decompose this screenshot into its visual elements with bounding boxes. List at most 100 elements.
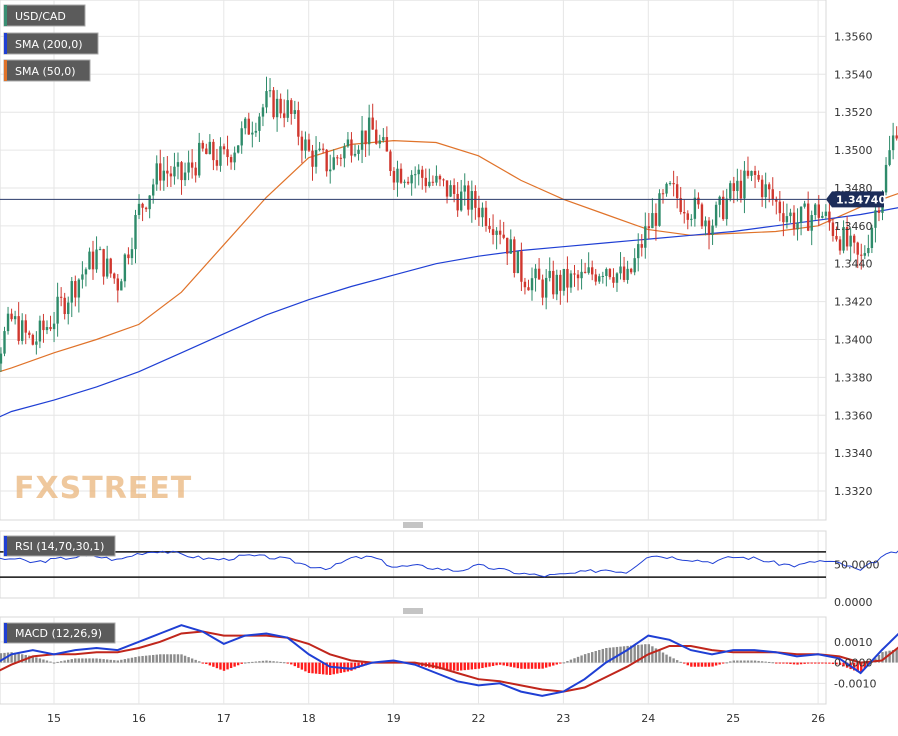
macd-histogram-bar — [229, 662, 233, 669]
candle-body — [382, 137, 385, 141]
macd-histogram-bar — [6, 652, 10, 663]
candle-body — [693, 197, 697, 219]
macd-histogram-bar — [799, 662, 803, 665]
macd-layer — [0, 624, 898, 697]
resize-handle-rsi[interactable] — [403, 522, 423, 528]
x-tick-label: 24 — [641, 712, 655, 725]
macd-histogram-bar — [151, 654, 155, 663]
macd-histogram-bar — [180, 654, 183, 663]
macd-histogram-bar — [792, 662, 796, 665]
candle-body — [806, 203, 810, 231]
macd-histogram-bar — [148, 655, 151, 663]
macd-histogram-bar — [98, 658, 102, 663]
macd-histogram-bar — [21, 654, 24, 663]
legend-usdcad-accent — [4, 5, 7, 26]
y-tick-label: 1.3420 — [834, 296, 873, 309]
candle-body — [21, 320, 24, 341]
price-panel — [0, 0, 827, 521]
candle-body — [637, 244, 640, 259]
candle-body — [176, 162, 180, 167]
candle-body — [484, 207, 488, 226]
candle-body — [208, 141, 212, 155]
candle-body — [520, 251, 523, 282]
macd-histogram-bar — [176, 654, 180, 663]
candle-body — [651, 213, 654, 229]
macd-histogram-bar — [56, 661, 59, 663]
macd-histogram-bar — [817, 662, 820, 664]
macd-histogram-bar — [796, 662, 799, 665]
macd-histogram-bar — [587, 653, 590, 663]
macd-histogram-bar — [275, 661, 279, 663]
candle-body — [860, 254, 863, 256]
legend-sma200-accent — [4, 33, 7, 54]
legend-rsi-accent — [4, 536, 7, 556]
resize-handle-macd[interactable] — [403, 608, 423, 614]
macd-histogram-bar — [746, 660, 750, 663]
candle-body — [594, 274, 597, 282]
macd-histogram-bar — [84, 658, 88, 663]
candle-body — [169, 173, 173, 177]
candle-body — [403, 181, 406, 183]
macd-histogram-bar — [102, 659, 105, 663]
macd-histogram-bar — [74, 658, 77, 663]
macd-histogram-bar — [725, 662, 728, 664]
legend-sma50[interactable]: SMA (50,0) — [3, 59, 91, 82]
candle-body — [891, 135, 895, 151]
macd-histogram-bar — [321, 662, 325, 675]
candle-body — [513, 239, 516, 273]
candle-body — [329, 169, 332, 172]
candle-body — [247, 118, 250, 135]
macd-histogram-bar — [187, 657, 190, 663]
macd-histogram-bar — [91, 658, 95, 663]
macd-histogram-bar — [714, 662, 718, 666]
candle-body — [91, 251, 95, 270]
candle-body — [852, 235, 856, 243]
candle-body — [194, 167, 197, 176]
macd-histogram-bar — [814, 662, 817, 664]
macd-histogram-bar — [304, 662, 307, 672]
candle-body — [321, 148, 325, 150]
legend-sma200[interactable]: SMA (200,0) — [3, 32, 99, 55]
candle-body — [127, 254, 130, 259]
macd-histogram-bar — [495, 662, 498, 666]
macd-histogram-bar — [594, 651, 597, 663]
candle-body — [718, 196, 721, 205]
candle-body — [116, 278, 119, 291]
macd-histogram-bar — [856, 662, 859, 672]
macd-histogram-bar — [513, 662, 516, 668]
macd-histogram-bar — [293, 662, 297, 667]
macd-tick-label: 0.0010 — [834, 636, 873, 649]
candle-body — [198, 142, 201, 176]
macd-histogram-bar — [760, 661, 764, 663]
legend-macd[interactable]: MACD (12,26,9) — [3, 622, 116, 644]
legend-usdcad[interactable]: USD/CAD — [3, 4, 86, 27]
candle-body — [732, 183, 736, 192]
macd-histogram-bar — [651, 646, 654, 663]
y-tick-label: 1.3440 — [834, 258, 873, 271]
candle-body — [226, 149, 229, 158]
macd-histogram-bar — [520, 662, 523, 669]
macd-histogram-bar — [215, 662, 219, 669]
macd-histogram-bar — [821, 662, 824, 664]
macd-histogram-bar — [300, 662, 304, 670]
candle-body — [28, 332, 31, 335]
macd-histogram-bar — [888, 650, 891, 663]
legend-rsi[interactable]: RSI (14,70,30,1) — [3, 535, 116, 557]
macd-histogram-bar — [502, 662, 505, 666]
macd-histogram-bar — [297, 662, 300, 668]
macd-histogram-bar — [668, 656, 672, 663]
macd-histogram-bar — [120, 659, 123, 663]
candle-body — [357, 149, 360, 154]
candle-body — [481, 207, 484, 218]
macd-histogram-bar — [736, 660, 739, 663]
macd-histogram-bar — [562, 662, 566, 664]
macd-histogram-bar — [113, 660, 116, 663]
candle-body — [842, 227, 845, 251]
macd-histogram-bar — [350, 662, 353, 671]
macd-histogram-bar — [38, 658, 42, 663]
candle-body — [449, 185, 452, 197]
macd-histogram-bar — [665, 654, 668, 663]
macd-histogram-bar — [137, 656, 141, 663]
candle-body — [272, 90, 275, 118]
macd-histogram-bar — [52, 662, 56, 664]
